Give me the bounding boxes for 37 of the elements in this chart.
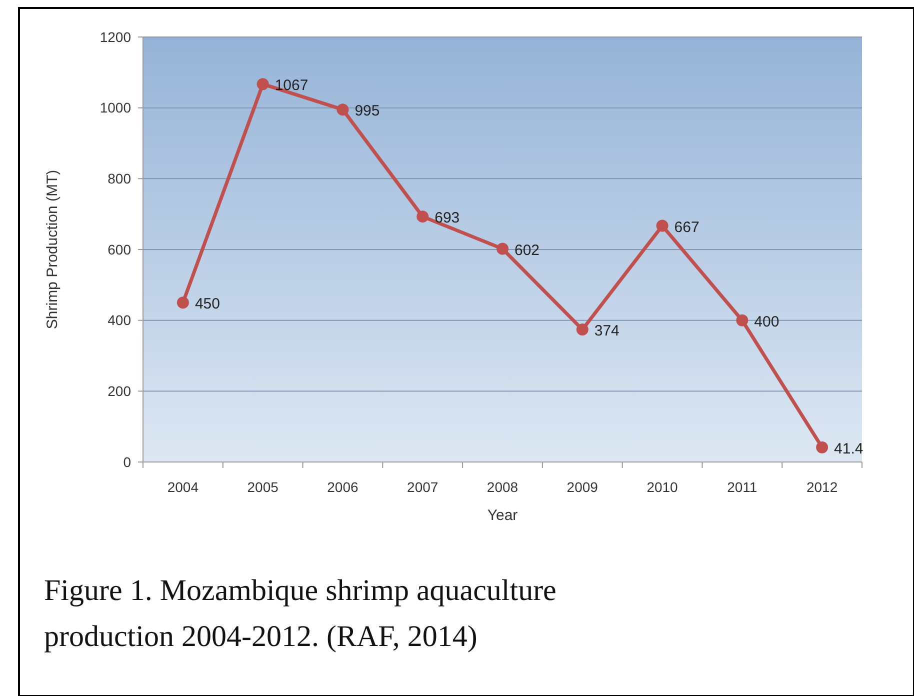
- x-tick-label: 2011: [727, 479, 758, 495]
- x-tick-label: 2005: [247, 479, 279, 495]
- point: [496, 242, 508, 255]
- data-label: 1067: [274, 77, 308, 94]
- data-label: 374: [594, 322, 620, 340]
- y-tick-label: 0: [123, 454, 132, 470]
- data-label: 450: [194, 296, 220, 313]
- point: [816, 441, 828, 454]
- y-tick-label: 600: [108, 241, 132, 258]
- data-label: 41.4: [834, 440, 864, 458]
- data-label: 995: [354, 102, 380, 120]
- y-axis-title: Shrimp Production (MT): [44, 170, 61, 330]
- y-tick-label: 200: [108, 383, 132, 400]
- y-tick-label: 400: [108, 312, 132, 328]
- point: [656, 220, 668, 232]
- point: [256, 78, 269, 90]
- data-label: 667: [674, 218, 700, 236]
- point: [576, 324, 588, 336]
- data-label: 400: [754, 313, 780, 330]
- y-tick-label: 1000: [100, 100, 132, 116]
- x-axis-title: Year: [487, 507, 518, 524]
- data-label: 602: [514, 242, 540, 259]
- x-tick-label: 2009: [566, 479, 598, 495]
- x-tick-label: 2006: [327, 479, 359, 495]
- y-tick-label: 800: [108, 170, 132, 187]
- x-tick-label: 2010: [646, 479, 678, 495]
- data-label: 693: [434, 210, 460, 227]
- y-tick-label: 1200: [100, 28, 132, 45]
- point: [176, 296, 189, 309]
- point: [736, 314, 748, 326]
- x-tick-label: 2012: [806, 479, 838, 495]
- x-tick-label: 2007: [407, 479, 438, 495]
- caption: Figure 1. Mozambique shrimp aquaculture production 2004-2012. (RAF, 2014): [44, 574, 556, 653]
- point: [416, 210, 429, 223]
- x-tick-label: 2008: [486, 479, 518, 495]
- x-tick-label: 2004: [167, 479, 199, 495]
- point: [336, 104, 349, 116]
